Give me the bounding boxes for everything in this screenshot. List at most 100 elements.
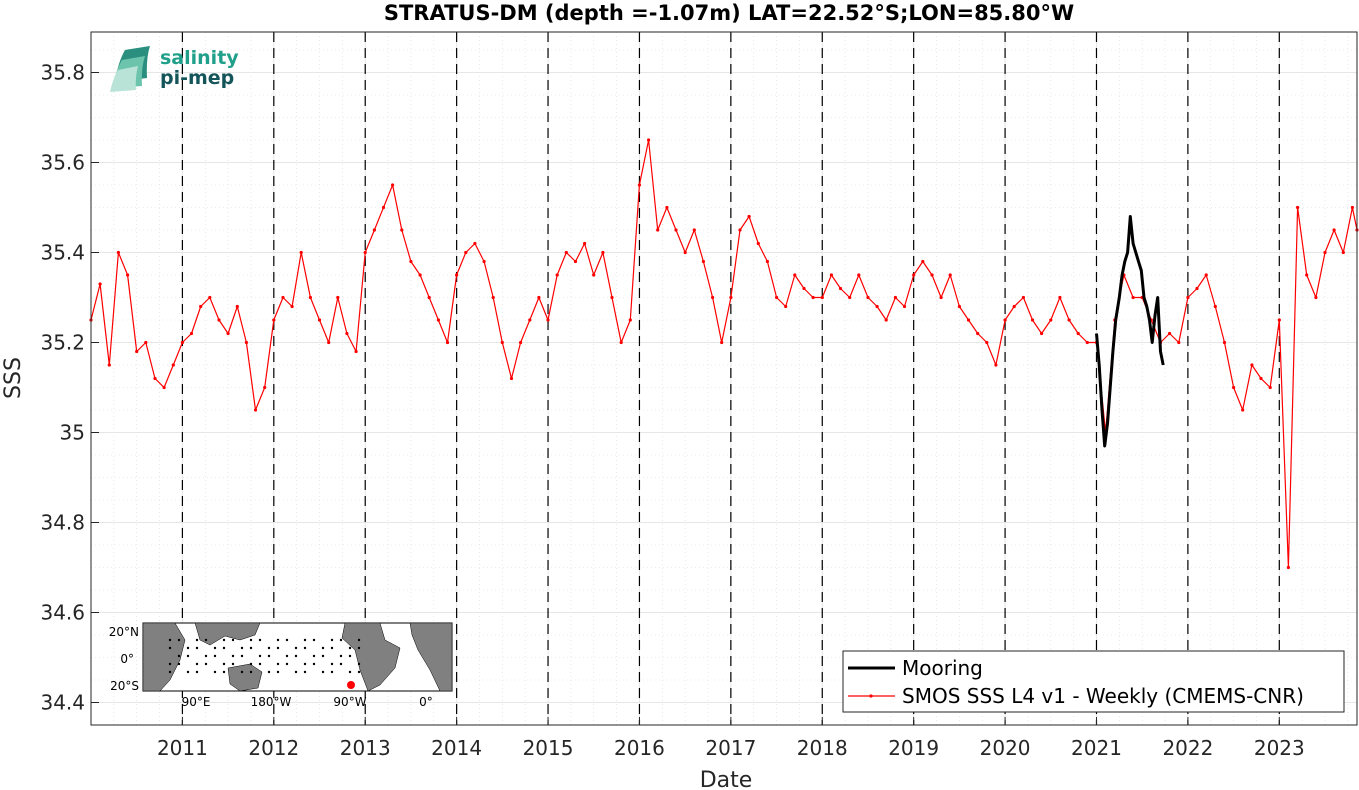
- smos-data-point: [720, 340, 724, 345]
- mooring-dot: [186, 670, 190, 674]
- mooring-dot: [312, 662, 316, 666]
- mooring-dot: [267, 646, 271, 650]
- smos-data-point: [765, 259, 770, 264]
- mooring-dot: [312, 638, 316, 642]
- smos-data-point: [692, 228, 696, 232]
- asia-landmass: [194, 622, 261, 646]
- smos-data-point: [628, 318, 632, 322]
- mooring-dot: [339, 662, 343, 666]
- mooring-dot: [213, 670, 217, 674]
- mooring-dot: [258, 654, 262, 658]
- mooring-dot: [357, 662, 361, 666]
- smos-data-point: [546, 318, 550, 322]
- pimep-logo: salinity pi-mep: [110, 46, 239, 92]
- map-lat-label-20s: 20°S: [110, 679, 139, 693]
- plot-area: [91, 32, 1357, 725]
- smos-data-point: [1195, 286, 1199, 291]
- mooring-dot: [321, 654, 325, 658]
- mooring-dot: [195, 646, 199, 650]
- mooring-dot: [249, 670, 253, 674]
- smos-data-point: [1314, 295, 1318, 300]
- smos-data-point: [1232, 385, 1236, 390]
- mooring-dot: [303, 638, 307, 642]
- mooring-dot: [321, 646, 325, 650]
- mooring-dot: [276, 670, 280, 674]
- smos-data-point: [939, 295, 943, 300]
- smos-data-point: [866, 295, 870, 300]
- mooring-dot: [258, 662, 262, 666]
- smos-data-point: [1085, 340, 1089, 345]
- smos-data-point: [455, 273, 459, 277]
- smos-data-point: [811, 295, 815, 300]
- smos-data-point: [838, 286, 843, 291]
- smos-data-point: [583, 241, 587, 246]
- mooring-dot: [285, 638, 289, 642]
- smos-data-point: [994, 363, 998, 367]
- mooring-dot: [330, 670, 334, 674]
- smos-data-point: [244, 340, 248, 345]
- x-tick-label: 2020: [980, 736, 1031, 760]
- africa-east-landmass: [409, 622, 453, 692]
- logo-text-pimep: pi-mep: [160, 67, 234, 89]
- smos-data-point: [226, 331, 230, 336]
- smos-data-point: [153, 376, 157, 381]
- smos-data-point: [345, 331, 349, 336]
- smos-data-point: [893, 295, 898, 300]
- y-tick-label: 35.8: [40, 61, 85, 85]
- y-tick-label: 35: [60, 421, 85, 445]
- smos-data-point: [902, 304, 907, 309]
- legend-label-mooring: Mooring: [902, 656, 983, 680]
- mooring-dot: [213, 646, 217, 650]
- smos-data-point: [601, 250, 605, 255]
- map-lat-label-0: 0°: [120, 652, 134, 666]
- x-tick-label: 2021: [1071, 736, 1122, 760]
- smos-data-point: [775, 295, 779, 300]
- mooring-dots: [168, 638, 361, 674]
- smos-data-point: [436, 318, 440, 322]
- smos-data-point: [199, 304, 203, 309]
- y-tick-label: 34.6: [40, 601, 85, 625]
- mooring-dot: [303, 670, 307, 674]
- smos-data-point: [1350, 205, 1354, 210]
- chart-title: STRATUS-DM (depth =-1.07m) LAT=22.52°S;L…: [384, 1, 1074, 25]
- x-tick-label: 2016: [614, 736, 665, 760]
- smos-data-point: [1222, 340, 1227, 345]
- smos-data-point: [1259, 376, 1263, 381]
- mooring-dot: [195, 638, 199, 642]
- smos-data-point: [1058, 295, 1062, 300]
- legend-box: [842, 650, 1345, 713]
- mooring-dot: [267, 654, 271, 658]
- smos-data-point: [1177, 340, 1181, 345]
- smos-data-point: [491, 295, 495, 300]
- smos-data-point: [317, 318, 322, 322]
- y-tick-label: 34.4: [40, 691, 85, 715]
- mooring-dot: [222, 638, 226, 642]
- mooring-dot: [213, 654, 217, 658]
- smos-data-point: [912, 273, 916, 277]
- mooring-dot: [168, 646, 172, 650]
- mooring-dot: [348, 654, 352, 658]
- smos-data-point: [1076, 331, 1080, 336]
- smos-data-point: [171, 363, 175, 367]
- smos-data-point: [1213, 304, 1217, 309]
- smos-data-point: [665, 205, 669, 210]
- mooring-dot: [231, 654, 235, 658]
- y-axis-ticks: 34.4 34.6 34.8 35 35.2 35.4 35.6 35.8: [40, 61, 99, 715]
- mooring-dot: [222, 646, 226, 650]
- smos-data-point: [1168, 331, 1172, 336]
- smos-data-point: [1186, 295, 1190, 300]
- mooring-dot: [231, 662, 235, 666]
- mooring-dot: [249, 662, 253, 666]
- smos-data-point: [930, 273, 934, 277]
- smos-data-point: [1049, 318, 1053, 322]
- smos-data-point: [592, 273, 596, 277]
- smos-data-point: [1268, 385, 1272, 390]
- mooring-dot: [312, 654, 316, 658]
- x-tick-label: 2023: [1254, 736, 1305, 760]
- mooring-dot: [294, 654, 298, 658]
- smos-data-point: [674, 228, 678, 232]
- plot-frame: [90, 31, 1358, 726]
- smos-data-point: [875, 304, 879, 309]
- map-lon-label-90e: 90°E: [182, 695, 211, 709]
